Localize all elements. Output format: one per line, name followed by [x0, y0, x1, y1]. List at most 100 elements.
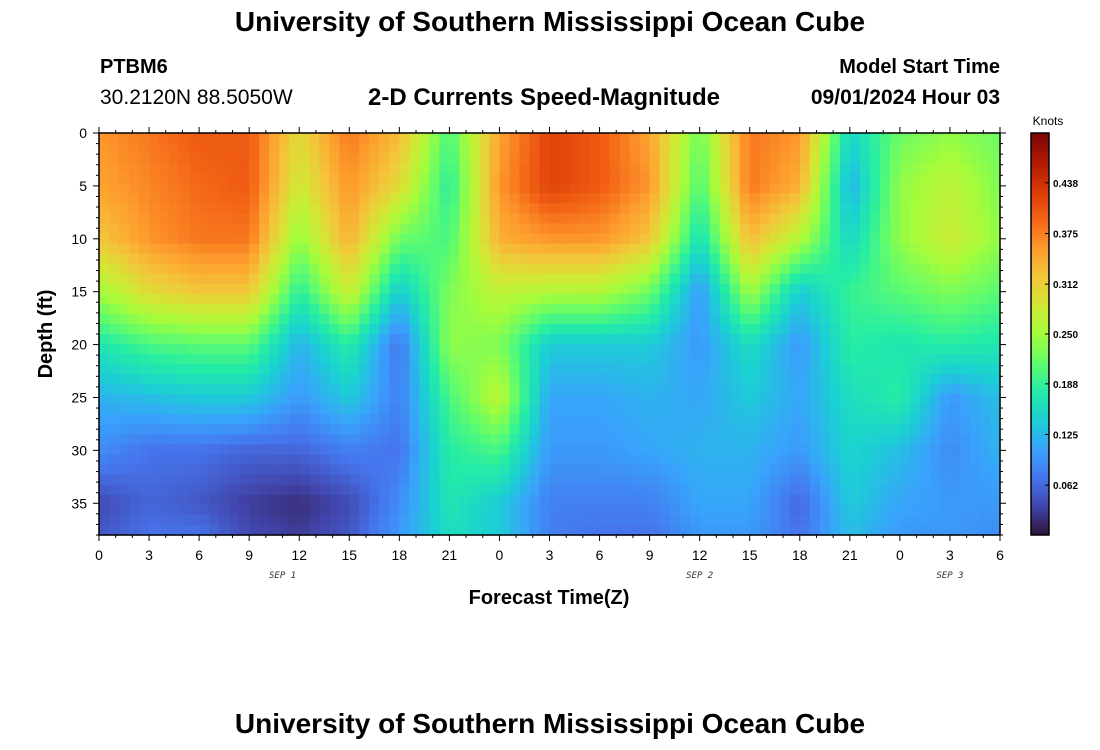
- heatmap-cell: [129, 514, 140, 526]
- heatmap-cell: [149, 133, 160, 144]
- heatmap-cell: [349, 203, 360, 214]
- heatmap-cell: [389, 374, 400, 385]
- heatmap-cell: [489, 444, 501, 456]
- heatmap-cell: [839, 524, 851, 536]
- heatmap-cell: [199, 394, 210, 405]
- heatmap-cell: [779, 203, 791, 214]
- heatmap-cell: [629, 514, 641, 526]
- heatmap-cell: [289, 344, 300, 355]
- heatmap-cell: [579, 374, 591, 385]
- heatmap-cell: [849, 384, 861, 395]
- heatmap-cell: [789, 203, 801, 214]
- heatmap-cell: [489, 273, 501, 285]
- heatmap-cell: [139, 494, 150, 506]
- heatmap-cell: [219, 163, 230, 174]
- heatmap-cell: [569, 484, 581, 496]
- heatmap-cell: [359, 243, 370, 255]
- heatmap-cell: [699, 404, 711, 415]
- heatmap-cell: [439, 133, 450, 144]
- heatmap-cell: [149, 153, 160, 164]
- heatmap-cell: [749, 233, 761, 245]
- heatmap-cell: [799, 273, 811, 285]
- heatmap-cell: [569, 434, 581, 446]
- heatmap-cell: [519, 494, 531, 506]
- heatmap-cell: [959, 464, 971, 476]
- heatmap-cell: [279, 354, 290, 365]
- heatmap-cell: [249, 213, 260, 225]
- heatmap-cell: [259, 243, 270, 255]
- heatmap-cell: [939, 434, 951, 446]
- heatmap-cell: [789, 464, 801, 476]
- heatmap-cell: [899, 514, 911, 526]
- heatmap-cell: [219, 233, 230, 245]
- heatmap-cell: [329, 504, 340, 516]
- heatmap-cell: [989, 344, 1001, 355]
- heatmap-cell: [499, 464, 511, 476]
- heatmap-cell: [119, 524, 130, 536]
- heatmap-cell: [409, 454, 420, 466]
- heatmap-cell: [649, 424, 661, 436]
- heatmap-cell: [879, 253, 891, 265]
- heatmap-cell: [169, 364, 180, 375]
- footer-title: University of Southern Mississippi Ocean…: [234, 708, 866, 739]
- station-id: PTBM6: [100, 56, 168, 78]
- heatmap-cell: [909, 323, 921, 335]
- heatmap-cell: [229, 384, 240, 395]
- heatmap-cell: [789, 133, 801, 144]
- heatmap-cell: [879, 153, 891, 164]
- heatmap-cell: [509, 133, 521, 144]
- heatmap-cell: [269, 153, 280, 164]
- heatmap-cell: [729, 223, 741, 235]
- heatmap-cell: [259, 354, 270, 365]
- heatmap-cell: [369, 223, 380, 235]
- heatmap-cell: [519, 374, 531, 385]
- heatmap-cell: [949, 233, 961, 245]
- heatmap-cell: [549, 263, 561, 275]
- heatmap-cell: [149, 434, 160, 446]
- heatmap-cell: [719, 334, 731, 345]
- heatmap-cell: [119, 293, 130, 305]
- heatmap-cell: [559, 203, 571, 214]
- heatmap-cell: [389, 344, 400, 355]
- x-tick-label: 15: [341, 547, 357, 563]
- heatmap-cell: [959, 243, 971, 255]
- heatmap-cell: [499, 474, 511, 486]
- y-tick-label: 25: [71, 389, 87, 405]
- heatmap-cell: [339, 273, 350, 285]
- heatmap-cell: [739, 283, 751, 295]
- heatmap-cell: [359, 374, 370, 385]
- heatmap-cell: [699, 354, 711, 365]
- heatmap-cell: [719, 173, 731, 184]
- heatmap-cell: [809, 193, 821, 204]
- heatmap-cell: [939, 173, 951, 184]
- heatmap-cell: [919, 364, 931, 375]
- heatmap-cell: [599, 334, 611, 345]
- heatmap-cell: [519, 243, 531, 255]
- heatmap-cell: [519, 133, 531, 144]
- heatmap-cell: [809, 414, 821, 426]
- heatmap-cell: [859, 303, 871, 315]
- heatmap-cell: [569, 133, 581, 144]
- heatmap-cell: [179, 283, 190, 295]
- heatmap-cell: [629, 143, 641, 154]
- heatmap-cell: [479, 313, 491, 325]
- heatmap-cell: [289, 213, 300, 225]
- heatmap-cell: [549, 454, 561, 466]
- heatmap-cell: [129, 414, 140, 426]
- heatmap-cell: [639, 414, 651, 426]
- heatmap-cell: [399, 354, 410, 365]
- heatmap-cell: [389, 193, 400, 204]
- heatmap-cell: [819, 273, 831, 285]
- heatmap-cell: [119, 334, 130, 345]
- heatmap-cell: [679, 404, 691, 415]
- heatmap-cell: [849, 354, 861, 365]
- heatmap-cell: [479, 263, 491, 275]
- heatmap-cell: [569, 494, 581, 506]
- heatmap-cell: [449, 293, 460, 305]
- heatmap-cell: [809, 173, 821, 184]
- heatmap-cell: [539, 293, 551, 305]
- heatmap-cell: [739, 313, 751, 325]
- heatmap-cell: [969, 293, 981, 305]
- heatmap-cell: [269, 163, 280, 174]
- heatmap-cell: [989, 384, 1001, 395]
